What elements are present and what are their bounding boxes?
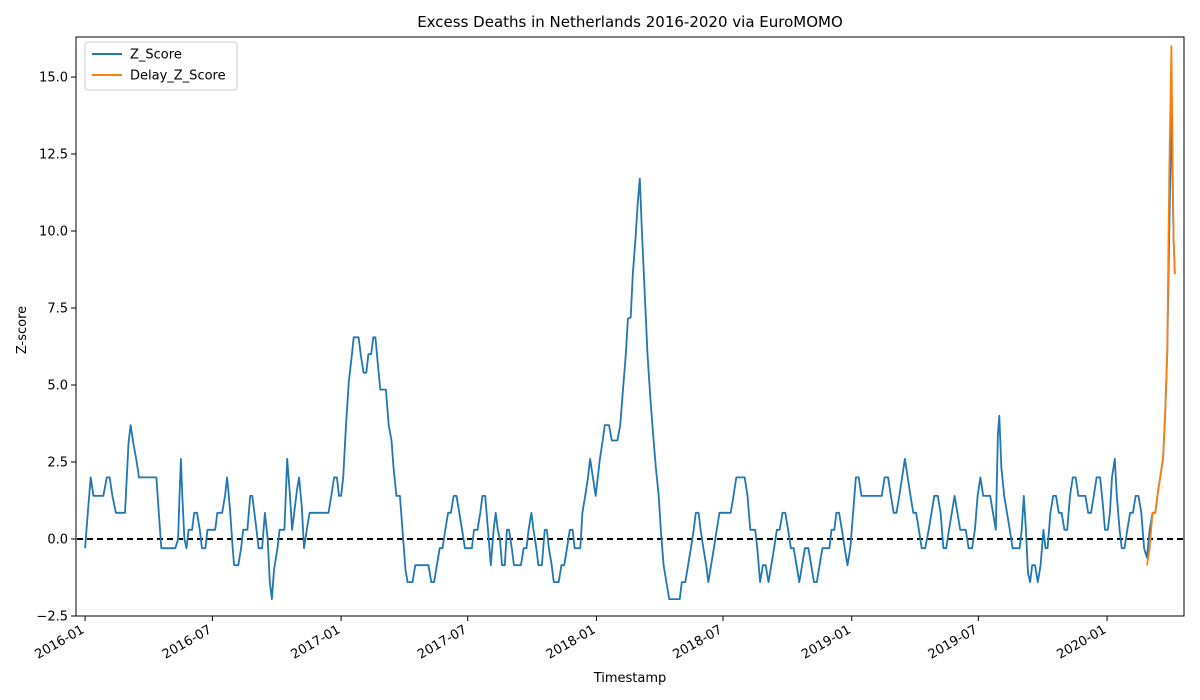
legend-box: [84, 41, 238, 91]
series-lines: [84, 45, 1176, 600]
y-tick-label: 7.5: [47, 302, 68, 317]
y-tick-label: 15.0: [39, 71, 68, 86]
series-line-z-score: [84, 106, 1176, 600]
y-tick-label: 5.0: [47, 379, 68, 394]
y-axis: −2.5 0.0 2.5 5.0 7.5 10.0 12.5 15.0: [36, 71, 76, 625]
y-tick-label: 12.5: [39, 148, 68, 163]
y-axis-label: Z-score: [15, 306, 30, 354]
axes-frame: [75, 36, 1185, 617]
legend: Z_Score Delay_Z_Score: [84, 41, 238, 91]
chart-title: Excess Deaths in Netherlands 2016-2020 v…: [417, 13, 843, 31]
legend-label: Delay_Z_Score: [130, 69, 226, 84]
y-tick-label: 0.0: [47, 533, 68, 548]
series-line-delay-z-score: [1146, 45, 1176, 566]
x-axis-label: Timestamp: [593, 671, 667, 686]
y-tick-label: −2.5: [36, 610, 68, 625]
legend-label: Z_Score: [130, 48, 182, 63]
y-tick-label: 2.5: [47, 456, 68, 471]
y-tick-label: 10.0: [39, 225, 68, 240]
